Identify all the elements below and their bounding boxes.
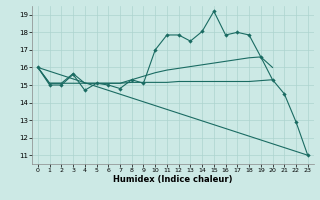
X-axis label: Humidex (Indice chaleur): Humidex (Indice chaleur) (113, 175, 233, 184)
